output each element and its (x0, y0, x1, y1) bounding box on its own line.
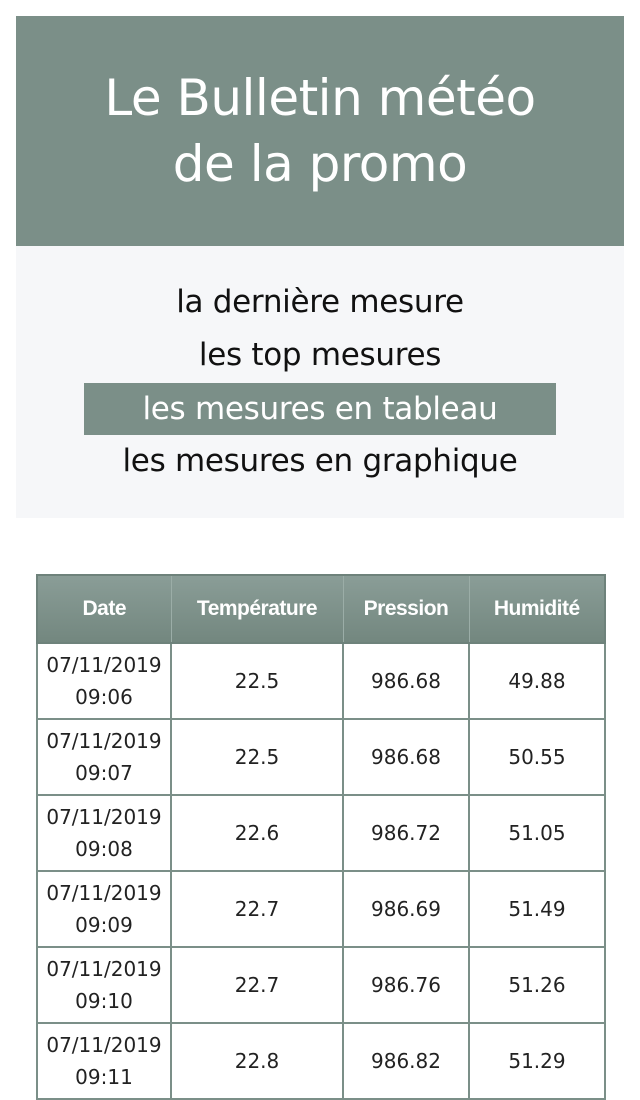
measures-table: Date Température Pression Humidité 07/11… (36, 574, 606, 1100)
cell-temperature: 22.5 (170, 718, 344, 796)
page-title: Le Bulletin météo de la promo (104, 69, 536, 193)
column-header-humidite[interactable]: Humidité (468, 574, 606, 644)
nav-list: la dernière mesure les top mesures les m… (16, 276, 624, 488)
cell-date: 07/11/2019 09:09 (36, 870, 172, 948)
nav-link-top-mesures[interactable]: les top mesures (198, 337, 442, 373)
nav-item: les mesures en graphique (16, 435, 624, 488)
nav-item: la dernière mesure (16, 276, 624, 329)
table-row: 07/11/2019 09:06 22.5 986.68 49.88 (36, 642, 606, 720)
cell-humidite: 51.29 (468, 1022, 606, 1100)
cell-pression: 986.68 (342, 642, 470, 720)
cell-pression: 986.76 (342, 946, 470, 1024)
nav-link-mesures-graphique[interactable]: les mesures en graphique (122, 443, 518, 479)
cell-temperature: 22.8 (170, 1022, 344, 1100)
table-row: 07/11/2019 09:08 22.6 986.72 51.05 (36, 794, 606, 872)
cell-humidite: 51.49 (468, 870, 606, 948)
cell-pression: 986.82 (342, 1022, 470, 1100)
cell-date: 07/11/2019 09:06 (36, 642, 172, 720)
cell-date: 07/11/2019 09:07 (36, 718, 172, 796)
main-nav: la dernière mesure les top mesures les m… (16, 246, 624, 518)
table-row: 07/11/2019 09:11 22.8 986.82 51.29 (36, 1022, 606, 1100)
cell-humidite: 51.26 (468, 946, 606, 1024)
cell-humidite: 49.88 (468, 642, 606, 720)
table-row: 07/11/2019 09:07 22.5 986.68 50.55 (36, 718, 606, 796)
cell-pression: 986.68 (342, 718, 470, 796)
table-header-row: Date Température Pression Humidité (36, 574, 606, 644)
measures-table-container: Date Température Pression Humidité 07/11… (36, 574, 606, 1100)
column-header-date[interactable]: Date (36, 574, 172, 644)
column-header-temperature[interactable]: Température (170, 574, 344, 644)
cell-temperature: 22.6 (170, 794, 344, 872)
cell-temperature: 22.7 (170, 946, 344, 1024)
cell-pression: 986.69 (342, 870, 470, 948)
cell-temperature: 22.5 (170, 642, 344, 720)
cell-humidite: 51.05 (468, 794, 606, 872)
page-header: Le Bulletin météo de la promo (16, 16, 624, 246)
cell-date: 07/11/2019 09:10 (36, 946, 172, 1024)
nav-item: les top mesures (16, 329, 624, 382)
nav-link-derniere-mesure[interactable]: la dernière mesure (176, 284, 464, 320)
nav-item: les mesures en tableau (16, 382, 624, 435)
cell-humidite: 50.55 (468, 718, 606, 796)
cell-date: 07/11/2019 09:11 (36, 1022, 172, 1100)
table-row: 07/11/2019 09:10 22.7 986.76 51.26 (36, 946, 606, 1024)
column-header-pression[interactable]: Pression (342, 574, 470, 644)
cell-date: 07/11/2019 09:08 (36, 794, 172, 872)
table-row: 07/11/2019 09:09 22.7 986.69 51.49 (36, 870, 606, 948)
cell-temperature: 22.7 (170, 870, 344, 948)
cell-pression: 986.72 (342, 794, 470, 872)
nav-link-mesures-tableau[interactable]: les mesures en tableau (84, 382, 556, 435)
